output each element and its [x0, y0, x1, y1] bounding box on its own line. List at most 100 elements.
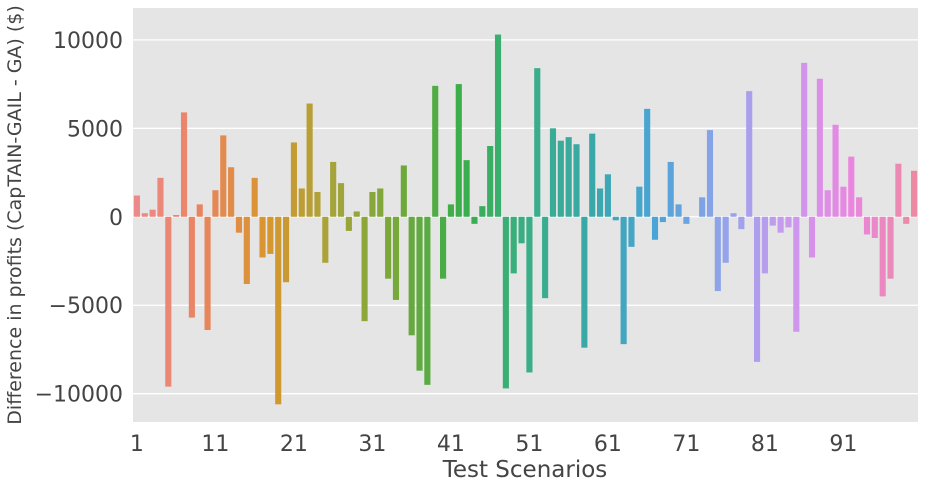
bar: [714, 216, 721, 292]
bar: [793, 216, 800, 332]
bar: [463, 160, 470, 217]
bar: [377, 188, 384, 217]
bar: [903, 216, 910, 224]
bar: [400, 165, 407, 217]
bar: [180, 112, 188, 217]
y-tick-label: −5000: [49, 294, 123, 319]
x-tick-label: 71: [672, 432, 700, 457]
bar: [251, 177, 258, 217]
bar: [785, 216, 792, 228]
x-tick-label: 11: [201, 432, 229, 457]
bar: [887, 216, 894, 279]
grid-lines: [133, 39, 918, 395]
bar: [322, 216, 329, 263]
bar: [573, 144, 580, 217]
bar: [361, 216, 368, 322]
bar: [149, 209, 156, 217]
bar: [722, 216, 729, 263]
y-axis-label: Difference in profits (CapTAIN-GAIL - GA…: [4, 5, 26, 425]
bar: [173, 215, 180, 217]
bar: [699, 197, 706, 217]
bar: [542, 216, 549, 299]
bar: [416, 216, 423, 371]
bar: [863, 216, 871, 235]
y-tick-label: 0: [109, 206, 123, 231]
bar: [549, 128, 557, 217]
bar: [738, 216, 745, 230]
x-tick-label: 61: [594, 432, 622, 457]
y-tick-label: 5000: [67, 117, 123, 142]
bar: [330, 161, 337, 217]
bar: [487, 146, 494, 217]
bar: [565, 137, 572, 217]
x-tick-label: 51: [515, 432, 543, 457]
bar: [385, 216, 392, 279]
x-tick-label: 41: [437, 432, 465, 457]
bar: [518, 216, 525, 244]
bar: [220, 135, 227, 217]
bar: [314, 192, 321, 217]
bar: [879, 216, 886, 297]
bar: [337, 183, 345, 217]
bar: [683, 216, 690, 224]
bar: [471, 216, 478, 224]
x-tick-label: 81: [751, 432, 779, 457]
bar: [267, 216, 274, 254]
bar: [196, 204, 203, 217]
bar: [636, 186, 643, 217]
x-tick-labels: 1 11 21 31 41 51 61 71 81 91: [130, 432, 857, 457]
x-tick-label: 1: [130, 432, 144, 457]
bar: [612, 216, 619, 221]
bar: [730, 213, 737, 217]
bar: [801, 62, 808, 217]
bar: [848, 156, 855, 217]
bar: [871, 216, 878, 238]
bar: [188, 216, 195, 318]
bar: [667, 161, 674, 217]
bar: [306, 103, 313, 217]
bar: [808, 216, 816, 258]
bar: [832, 124, 839, 217]
bar: [620, 216, 627, 345]
bar: [659, 216, 666, 223]
bar: [228, 167, 235, 217]
bar: [534, 68, 541, 217]
bar: [141, 213, 148, 217]
bar: [283, 216, 290, 283]
y-tick-labels: −10000 −5000 0 5000 10000: [35, 29, 123, 408]
bar: [369, 192, 376, 217]
bar: [298, 188, 305, 217]
bar: [392, 216, 400, 300]
bar: [761, 216, 768, 274]
bar: [212, 190, 219, 217]
bar: [408, 216, 415, 336]
bar: [502, 216, 509, 389]
bar: [911, 170, 918, 217]
bar: [557, 140, 564, 217]
bar: [235, 216, 243, 233]
y-tick-label: −10000: [35, 383, 123, 408]
bar: [526, 216, 533, 373]
x-tick-label: 91: [829, 432, 857, 457]
bar: [581, 216, 588, 348]
bar: [447, 204, 454, 217]
bar: [259, 216, 266, 258]
bar: [589, 133, 596, 217]
bar: [353, 211, 360, 217]
bar: [290, 142, 297, 217]
bar: [432, 85, 439, 217]
bar: [133, 195, 140, 217]
plot-background: [133, 8, 918, 422]
bar: [345, 216, 352, 231]
x-tick-label: 31: [358, 432, 386, 457]
bar: [243, 216, 250, 284]
x-axis-label: Test Scenarios: [442, 457, 608, 483]
bar: [754, 216, 761, 362]
bar: [651, 216, 659, 240]
y-tick-label: 10000: [53, 29, 123, 54]
x-tick-label: 21: [280, 432, 308, 457]
bar: [769, 216, 776, 226]
bar: [706, 130, 714, 217]
bar: [840, 186, 847, 217]
